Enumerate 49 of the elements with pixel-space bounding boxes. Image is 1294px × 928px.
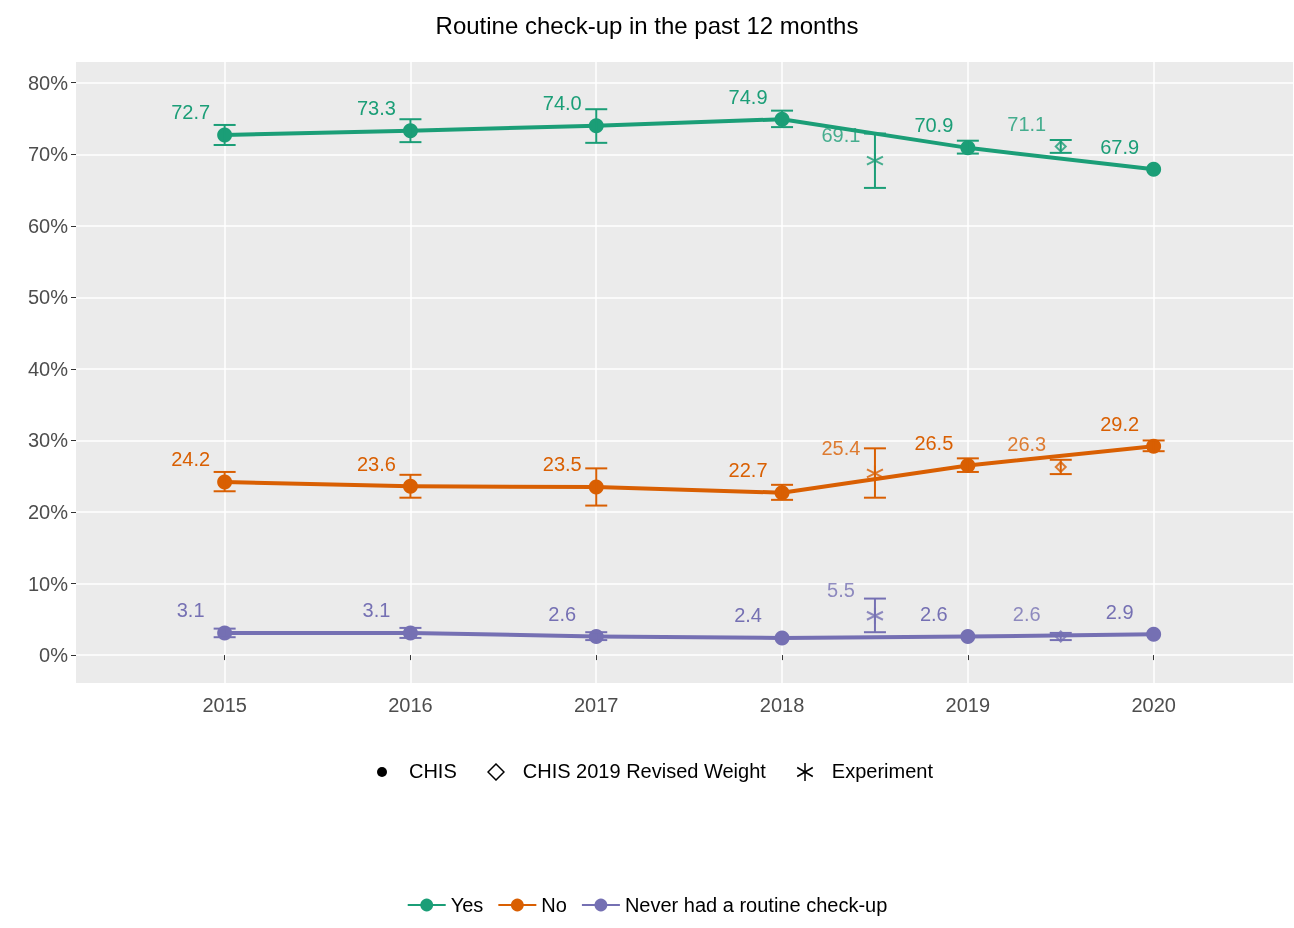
data-label: 23.6 bbox=[356, 452, 396, 475]
data-label: 72.7 bbox=[171, 101, 211, 124]
x-tick-label: 2020 bbox=[1131, 694, 1176, 716]
x-tick-label: 2017 bbox=[573, 694, 619, 716]
y-tick-label: 20% bbox=[27, 501, 69, 524]
point bbox=[1146, 161, 1162, 177]
data-label: 5.5 bbox=[827, 579, 855, 602]
point bbox=[960, 629, 976, 644]
legend-label: Never had a routine check-up bbox=[624, 894, 888, 916]
point bbox=[774, 630, 790, 646]
data-label: 26.5 bbox=[914, 432, 954, 455]
data-label: 71.1 bbox=[1007, 112, 1047, 135]
data-label: 3.1 bbox=[176, 599, 205, 622]
data-label: 74.0 bbox=[542, 92, 582, 115]
x-tick-label: 2016 bbox=[388, 694, 433, 716]
text: Experiment bbox=[831, 760, 934, 783]
y-tick-label: 10% bbox=[27, 572, 69, 595]
chart-title: Routine check-up in the past 12 months bbox=[435, 11, 859, 39]
data-label: 22.7 bbox=[728, 459, 768, 482]
legend-label: No bbox=[541, 894, 567, 916]
data-label: 74.9 bbox=[728, 85, 768, 108]
y-tick-label: 60% bbox=[27, 214, 69, 237]
y-tick-label: 0% bbox=[39, 644, 69, 667]
data-label: 29.2 bbox=[1100, 412, 1140, 435]
x-tick-label: 2018 bbox=[759, 694, 805, 716]
data-label: 2.4 bbox=[734, 604, 762, 627]
text: CHIS bbox=[408, 760, 457, 783]
x-tick-label: 2015 bbox=[202, 694, 247, 716]
data-label: 3.1 bbox=[362, 599, 391, 622]
data-label: 2.6 bbox=[919, 603, 948, 625]
y-tick-label: 30% bbox=[27, 429, 69, 452]
data-label: 2.6 bbox=[1012, 603, 1041, 625]
data-label: 73.3 bbox=[356, 97, 396, 120]
data-label: 70.9 bbox=[914, 114, 954, 137]
legend-label: Yes bbox=[450, 894, 484, 916]
data-label: 23.5 bbox=[542, 453, 582, 476]
y-tick-label: 80% bbox=[27, 71, 69, 94]
data-label: 67.9 bbox=[1100, 135, 1140, 158]
y-tick-label: 70% bbox=[27, 143, 69, 166]
point bbox=[1146, 626, 1162, 642]
y-tick-label: 40% bbox=[27, 357, 69, 380]
x-tick-label: 2019 bbox=[945, 694, 991, 716]
data-label: 24.2 bbox=[171, 448, 211, 471]
y-tick-label: 50% bbox=[27, 286, 69, 309]
text: CHIS 2019 Revised Weight bbox=[522, 760, 766, 783]
data-label: 26.3 bbox=[1007, 433, 1047, 456]
data-label: 25.4 bbox=[821, 436, 861, 459]
data-label: 2.6 bbox=[548, 603, 577, 625]
data-label: 2.9 bbox=[1105, 600, 1134, 623]
